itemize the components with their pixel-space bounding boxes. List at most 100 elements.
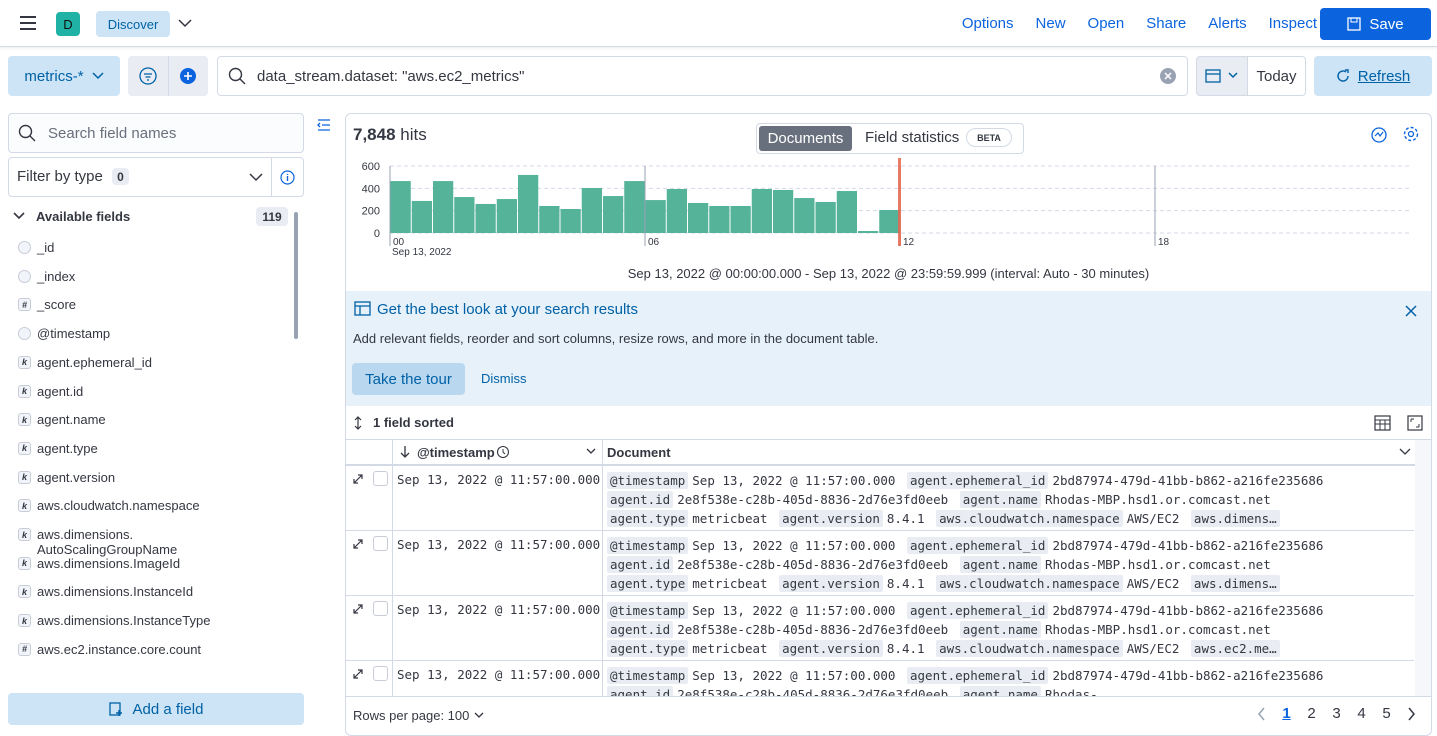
save-button[interactable]: Save — [1320, 8, 1431, 40]
field-row[interactable]: k aws.dimensions.ImageId — [8, 556, 288, 571]
field-row[interactable]: # aws.ec2.instance.core.count — [8, 642, 288, 657]
page-number[interactable]: 5 — [1382, 705, 1391, 722]
field-row[interactable]: # _score — [8, 297, 288, 312]
expand-icon[interactable] — [352, 602, 364, 618]
doc-value: AWS/EC2 — [1126, 641, 1180, 656]
avatar[interactable]: D — [56, 12, 80, 36]
menu-icon[interactable] — [19, 15, 37, 31]
refresh-button[interactable]: Refresh — [1314, 56, 1432, 96]
sort-label[interactable]: 1 field sorted — [373, 415, 454, 430]
expand-icon[interactable] — [352, 472, 364, 488]
page-number[interactable]: 4 — [1357, 705, 1366, 722]
chevron[interactable] — [1398, 447, 1412, 459]
app-badge[interactable]: Discover — [96, 11, 170, 37]
row-checkbox[interactable] — [373, 601, 388, 616]
sort-icon[interactable] — [352, 416, 364, 430]
divider — [168, 56, 169, 96]
menu-link[interactable]: Open — [1087, 15, 1125, 32]
page-arrow[interactable] — [1250, 707, 1274, 721]
field-row[interactable]: k agent.name — [8, 412, 288, 427]
menu-link[interactable]: New — [1035, 15, 1066, 32]
menu-link[interactable]: Options — [961, 15, 1014, 32]
doc-key: aws.dimens… — [1190, 575, 1280, 592]
field-row[interactable]: k agent.id — [8, 384, 288, 399]
dismiss-button[interactable]: Dismiss — [481, 371, 527, 386]
column-header[interactable]: @timestamp — [417, 445, 495, 460]
page-arrow[interactable] — [1399, 707, 1423, 721]
expand-icon[interactable] — [352, 537, 364, 553]
section-title: Available fields — [36, 209, 131, 224]
chart-caption: Sep 13, 2022 @ 00:00:00.000 - Sep 13, 20… — [627, 266, 1150, 281]
field-name: aws.dimensions. AutoScalingGroupName — [37, 527, 178, 557]
expand-icon[interactable] — [352, 667, 364, 683]
chevron[interactable] — [178, 17, 192, 29]
field-row[interactable]: k agent.version — [8, 470, 288, 485]
row-checkbox[interactable] — [373, 666, 388, 681]
doc-value: Rhodas-MBP.hsd1.or.comcast.net — [1044, 622, 1271, 637]
y-tick-label: 200 — [362, 206, 380, 218]
query-input[interactable] — [217, 56, 1188, 96]
date-picker[interactable]: Today — [1248, 56, 1306, 96]
field-statistics-tab[interactable]: Field statistics — [865, 129, 960, 146]
data-view-button[interactable]: metrics-* — [8, 56, 120, 96]
collapse-sidebar[interactable] — [316, 118, 332, 132]
callout-icon — [354, 301, 371, 316]
field-search[interactable] — [8, 113, 304, 153]
add-field-label: Add a field — [132, 700, 204, 718]
doc-key: aws.ec2.me… — [1190, 640, 1280, 657]
clear-icon[interactable] — [1159, 67, 1177, 85]
tour-button[interactable]: Take the tour — [352, 363, 465, 395]
column-header[interactable]: Document — [607, 445, 671, 460]
field-row[interactable]: _index — [8, 269, 288, 284]
menu-link[interactable]: Alerts — [1208, 15, 1247, 32]
bar — [645, 200, 666, 233]
chevron[interactable] — [473, 711, 485, 721]
doc-key: agent.type — [607, 575, 689, 592]
doc-key: agent.name — [959, 686, 1041, 696]
field-row[interactable]: k aws.dimensions.InstanceId — [8, 584, 288, 599]
field-type-icon: k — [18, 528, 31, 541]
field-row[interactable]: @timestamp — [8, 326, 288, 341]
hits-label: hits — [400, 125, 427, 144]
doc-key: aws.dimens… — [1190, 510, 1280, 527]
rows-per-page[interactable]: Rows per page: 100 — [353, 708, 470, 723]
filter-icon[interactable] — [138, 66, 158, 86]
header — [0, 0, 1437, 47]
date-quick-menu[interactable] — [1196, 56, 1248, 96]
doc-value: 2e8f538e-c28b-405d-8836-2d76e3fd0eeb — [677, 687, 949, 696]
info-icon[interactable] — [280, 170, 295, 185]
table-controls[interactable] — [1374, 414, 1424, 432]
hits-count: 7,848 — [353, 125, 396, 144]
x-tick-label: 18 — [1158, 237, 1170, 248]
add-field-button[interactable]: Add a field — [8, 693, 304, 725]
field-row[interactable]: k aws.dimensions.InstanceType — [8, 613, 288, 628]
y-tick-label: 0 — [374, 228, 380, 240]
header-icons[interactable] — [496, 445, 602, 459]
field-row[interactable]: k agent.type — [8, 441, 288, 456]
chevron — [92, 72, 104, 80]
close-icon[interactable] — [1404, 304, 1418, 318]
row-checkbox[interactable] — [373, 471, 388, 486]
page-number[interactable]: 3 — [1332, 705, 1341, 722]
bar — [688, 202, 709, 233]
arrow-glyph — [1258, 707, 1265, 720]
field-row[interactable]: _id — [8, 240, 288, 255]
table-row: Sep 13, 2022 @ 11:57:00.000 @timestamp Sep… — [346, 531, 1414, 596]
now-marker — [898, 158, 901, 246]
row-checkbox[interactable] — [373, 536, 388, 551]
add-filter-icon[interactable] — [178, 66, 198, 86]
page-number[interactable]: 2 — [1307, 705, 1316, 722]
page-number[interactable]: 1 — [1282, 705, 1291, 722]
expand-glyph — [353, 474, 363, 484]
filter-by-type[interactable] — [8, 157, 304, 197]
field-row[interactable]: k agent.ephemeral_id — [8, 355, 288, 370]
chart-options[interactable] — [1370, 126, 1422, 144]
documents-tab[interactable]: Documents — [759, 126, 852, 151]
bar — [773, 190, 794, 233]
field-row[interactable]: k aws.dimensions. AutoScalingGroupName — [8, 527, 288, 557]
field-row[interactable]: k aws.cloudwatch.namespace — [8, 498, 288, 513]
collapse-arrow[interactable] — [12, 210, 26, 222]
menu-link[interactable]: Share — [1146, 15, 1187, 32]
menu-link[interactable]: Inspect — [1268, 15, 1317, 32]
